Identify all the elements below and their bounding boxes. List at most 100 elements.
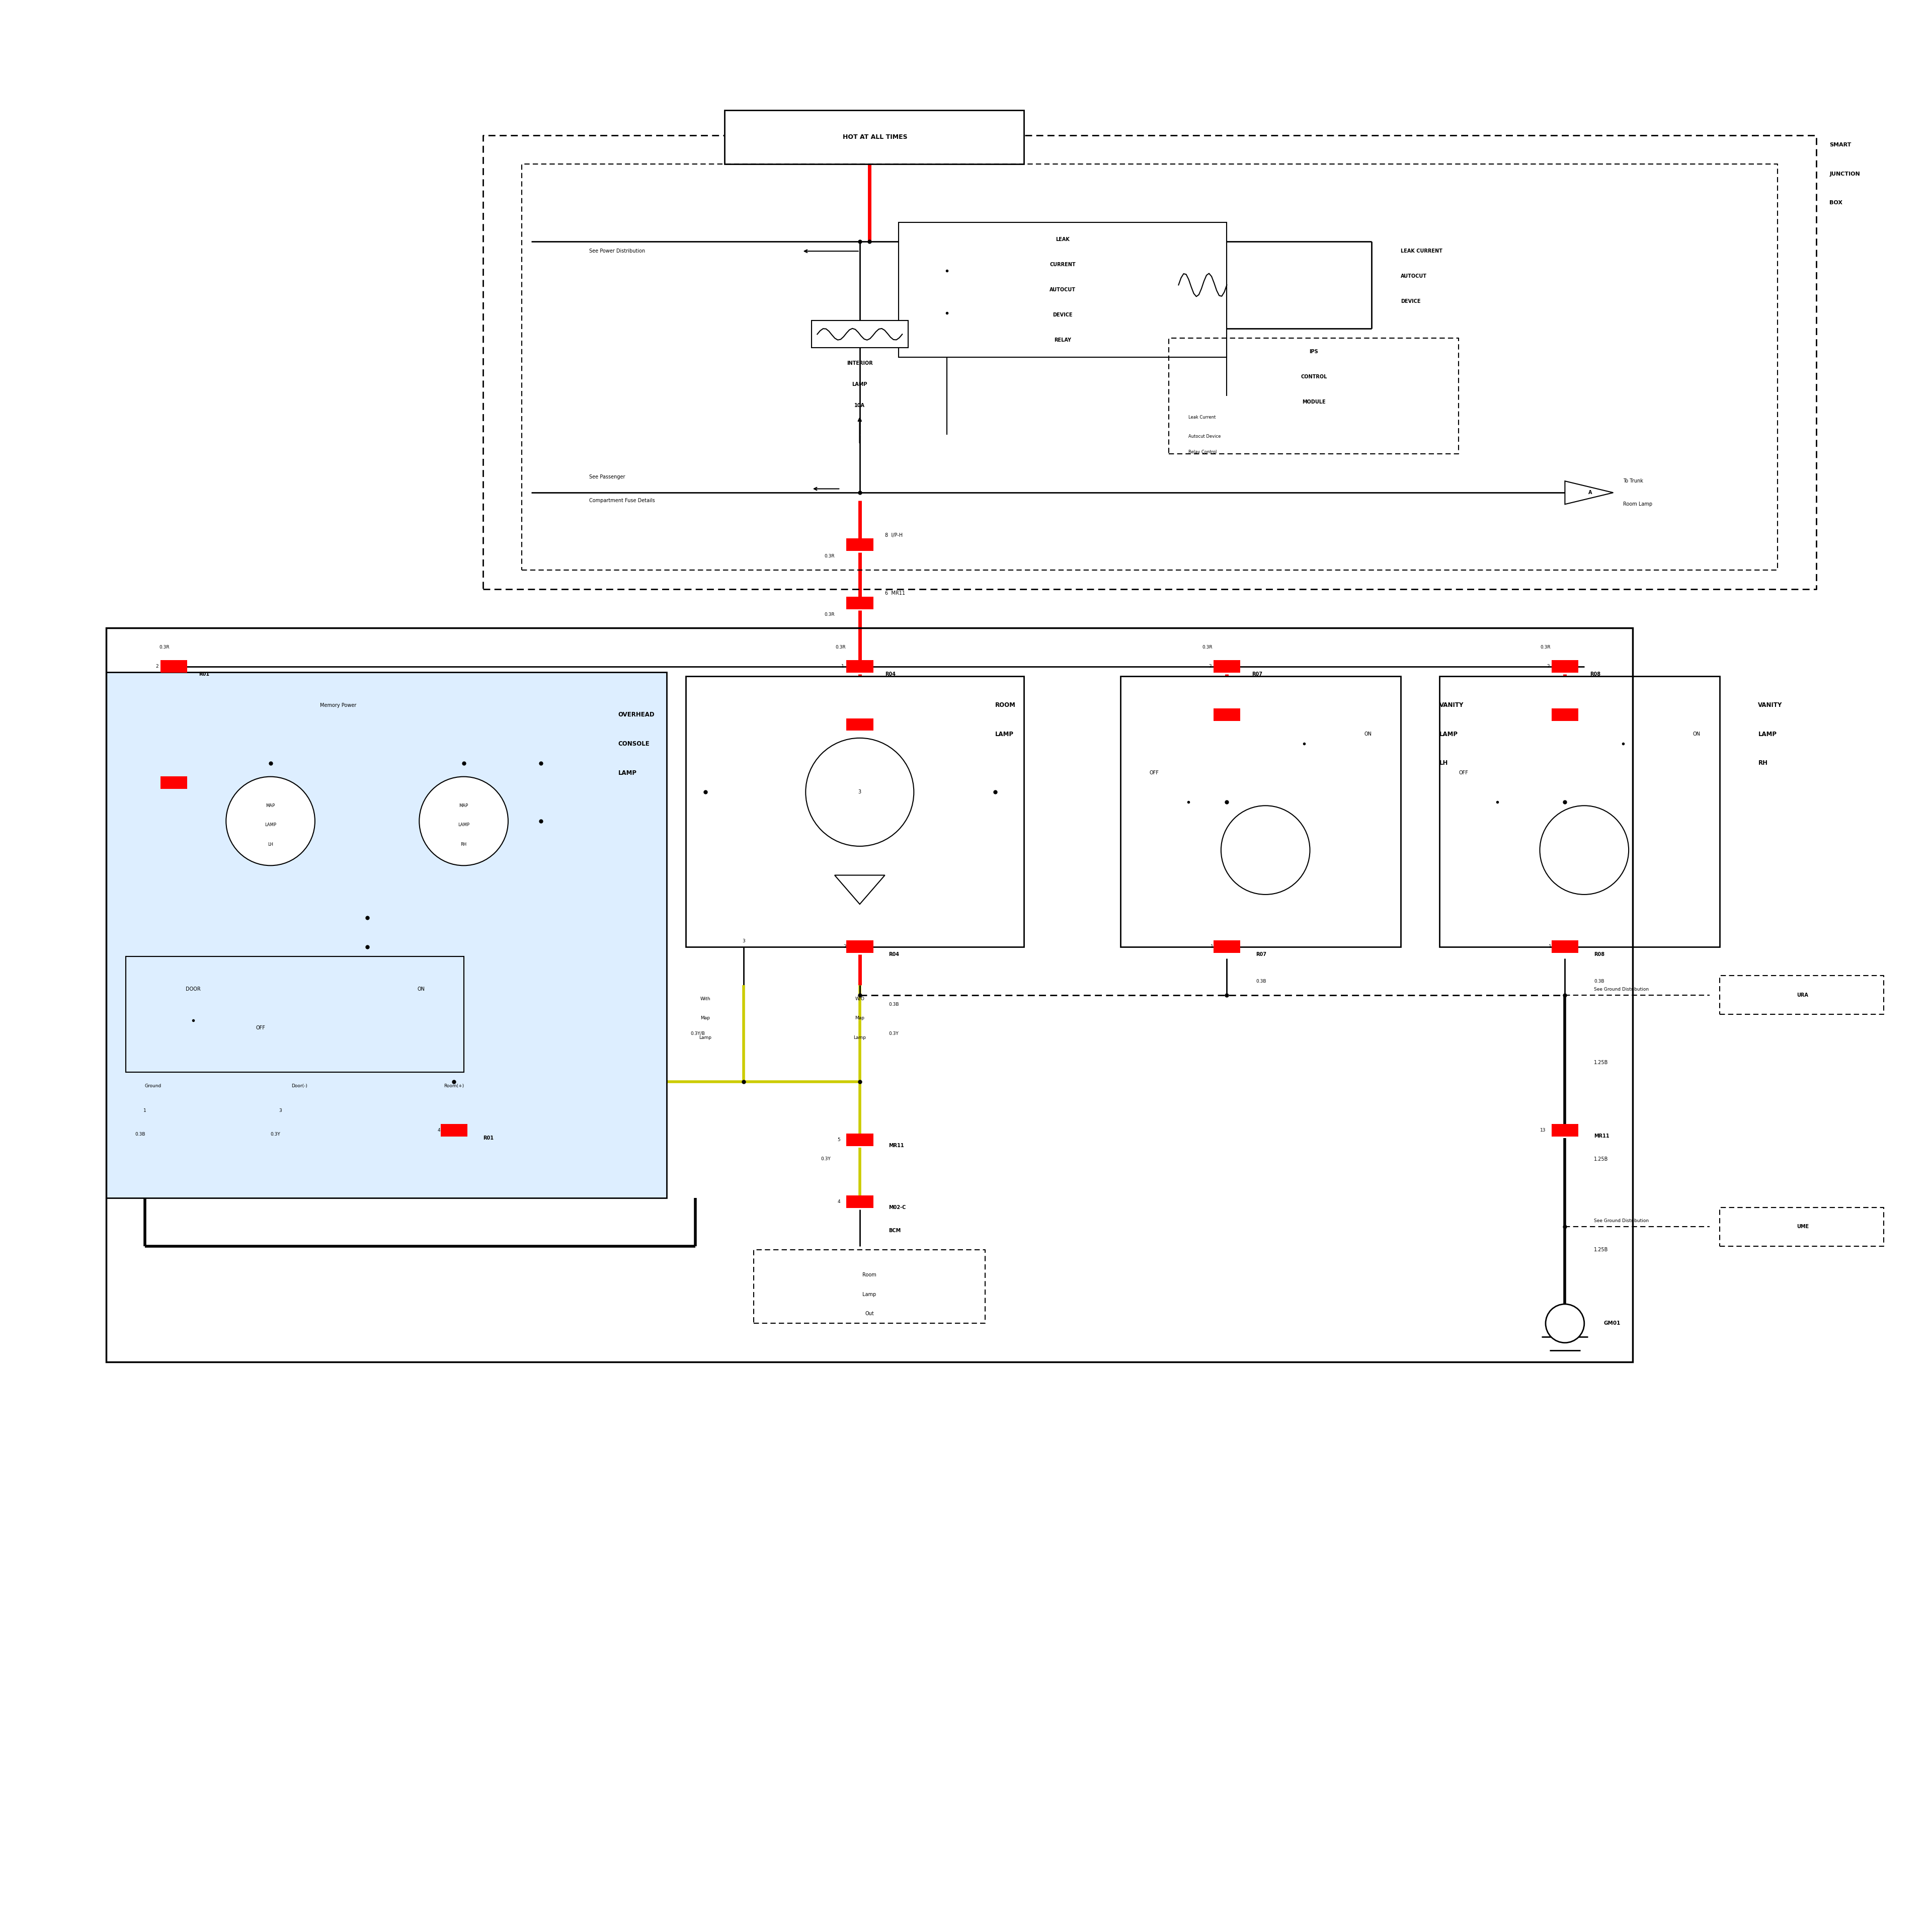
- Text: 0.3R: 0.3R: [158, 645, 170, 649]
- Text: 10A: 10A: [854, 404, 866, 408]
- Circle shape: [1546, 1304, 1584, 1343]
- Bar: [846, 539, 873, 551]
- Text: CONTROL: CONTROL: [1300, 375, 1327, 379]
- Bar: [1551, 1124, 1578, 1136]
- Text: 0.3B: 0.3B: [889, 1003, 898, 1007]
- Text: 0.3Y/B: 0.3Y/B: [690, 1032, 705, 1036]
- Text: Map: Map: [701, 1016, 709, 1020]
- Text: 2: 2: [844, 945, 846, 949]
- Text: 5: 5: [838, 1138, 840, 1142]
- Bar: [160, 777, 187, 788]
- Text: See Power Distribution: See Power Distribution: [589, 249, 645, 253]
- Bar: [846, 597, 873, 609]
- Bar: [846, 661, 873, 672]
- Text: 0.3B: 0.3B: [1256, 980, 1265, 983]
- Text: IPS: IPS: [1310, 350, 1318, 354]
- Text: 0.3R: 0.3R: [825, 612, 835, 616]
- Text: DOOR: DOOR: [185, 987, 201, 991]
- Text: Room(+): Room(+): [444, 1084, 464, 1088]
- Text: Out: Out: [866, 1312, 873, 1316]
- Bar: [846, 719, 873, 730]
- Text: CONSOLE: CONSOLE: [618, 740, 649, 748]
- Bar: [1551, 709, 1578, 721]
- Text: LAMP: LAMP: [265, 823, 276, 827]
- Text: URA: URA: [1797, 993, 1808, 997]
- Text: VANITY: VANITY: [1439, 701, 1464, 709]
- Text: JUNCTION: JUNCTION: [1830, 172, 1861, 176]
- Text: 0.3R: 0.3R: [825, 554, 835, 558]
- Text: CURRENT: CURRENT: [1049, 263, 1076, 267]
- Text: Map: Map: [856, 1016, 864, 1020]
- Bar: [898, 222, 1227, 357]
- Bar: [811, 321, 908, 348]
- Text: MR11: MR11: [889, 1144, 904, 1148]
- Text: 13: 13: [1540, 1128, 1546, 1132]
- Bar: [1439, 676, 1719, 947]
- Text: W/O: W/O: [856, 997, 864, 1001]
- Text: OFF: OFF: [1459, 771, 1468, 775]
- Text: Room: Room: [862, 1273, 877, 1277]
- Text: R08: R08: [1594, 952, 1605, 956]
- Bar: [1213, 941, 1240, 952]
- Text: 4: 4: [439, 1128, 440, 1132]
- Text: 3: 3: [858, 790, 862, 794]
- Bar: [846, 941, 873, 952]
- Text: Lamp: Lamp: [699, 1036, 711, 1039]
- Bar: [1213, 709, 1240, 721]
- Text: 1: 1: [143, 1109, 147, 1113]
- Circle shape: [226, 777, 315, 866]
- Text: RH: RH: [460, 842, 468, 846]
- Text: R07: R07: [1252, 672, 1262, 676]
- Text: LEAK CURRENT: LEAK CURRENT: [1401, 249, 1443, 253]
- Circle shape: [1540, 806, 1629, 895]
- Circle shape: [806, 738, 914, 846]
- Text: 0.3B: 0.3B: [135, 1132, 145, 1136]
- Text: RH: RH: [1758, 759, 1768, 767]
- Text: OVERHEAD: OVERHEAD: [618, 711, 655, 719]
- Text: 3: 3: [742, 939, 746, 943]
- Text: LAMP: LAMP: [852, 383, 867, 386]
- Text: HOT AT ALL TIMES: HOT AT ALL TIMES: [842, 133, 908, 141]
- Bar: [1551, 941, 1578, 952]
- Text: 6  MR11: 6 MR11: [885, 591, 904, 595]
- Text: 2: 2: [1209, 665, 1211, 668]
- Text: ON: ON: [1364, 732, 1372, 736]
- Text: To Trunk: To Trunk: [1623, 479, 1642, 483]
- Text: Lamp: Lamp: [854, 1036, 866, 1039]
- Text: VANITY: VANITY: [1758, 701, 1783, 709]
- Text: BCM: BCM: [889, 1229, 900, 1233]
- Text: 1.25B: 1.25B: [1594, 1248, 1607, 1252]
- Text: Room Lamp: Room Lamp: [1623, 502, 1652, 506]
- Text: LAMP: LAMP: [618, 769, 638, 777]
- Text: RELAY: RELAY: [1055, 338, 1070, 342]
- Text: 1.25B: 1.25B: [1594, 1061, 1607, 1065]
- Text: LAMP: LAMP: [995, 730, 1014, 738]
- Text: AUTOCUT: AUTOCUT: [1401, 274, 1428, 278]
- Text: Relay Control: Relay Control: [1188, 450, 1217, 454]
- Bar: [1551, 661, 1578, 672]
- Text: MAP: MAP: [460, 804, 468, 808]
- Text: Autocut Device: Autocut Device: [1188, 435, 1221, 439]
- Text: LAMP: LAMP: [1758, 730, 1777, 738]
- Text: DEVICE: DEVICE: [1401, 299, 1420, 303]
- Text: LAMP: LAMP: [458, 823, 469, 827]
- Text: MR11: MR11: [1594, 1134, 1609, 1138]
- Text: ROOM: ROOM: [995, 701, 1016, 709]
- Bar: [846, 1134, 873, 1146]
- Bar: [846, 1196, 873, 1208]
- Circle shape: [1221, 806, 1310, 895]
- Text: Leak Current: Leak Current: [1188, 415, 1215, 419]
- Text: A: A: [1588, 491, 1592, 495]
- Text: See Ground Distribution: See Ground Distribution: [1594, 987, 1648, 991]
- Text: R01: R01: [483, 1136, 493, 1140]
- Text: See Passenger: See Passenger: [589, 475, 626, 479]
- Text: 1: 1: [1549, 945, 1551, 949]
- Text: 2: 2: [156, 665, 158, 668]
- Text: Memory Power: Memory Power: [321, 703, 355, 707]
- Text: OFF: OFF: [1150, 771, 1159, 775]
- Text: 0.3R: 0.3R: [1202, 645, 1213, 649]
- Text: 0.3B: 0.3B: [1594, 980, 1604, 983]
- Text: Compartment Fuse Details: Compartment Fuse Details: [589, 498, 655, 502]
- Text: 0.3R: 0.3R: [1540, 645, 1551, 649]
- Text: DEVICE: DEVICE: [1053, 313, 1072, 317]
